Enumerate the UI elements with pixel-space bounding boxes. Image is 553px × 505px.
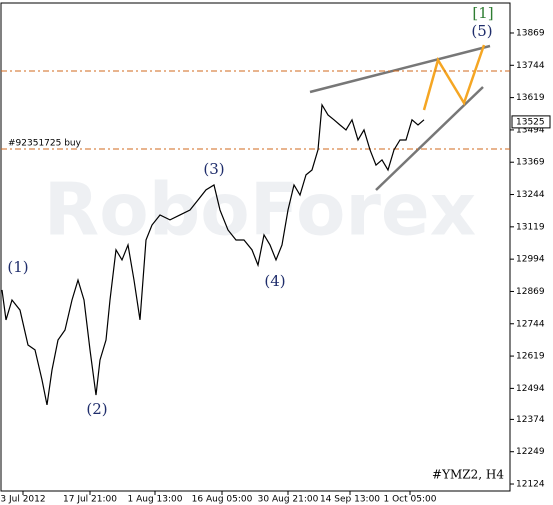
x-tick-label: 14 Sep 13:00 <box>320 495 380 505</box>
x-tick-label: 16 Aug 05:00 <box>192 495 253 505</box>
y-tick-label: 13119 <box>516 222 545 232</box>
y-tick-label: 13244 <box>516 190 545 200</box>
trend-line <box>375 86 484 191</box>
y-tick-label: 13869 <box>516 28 545 38</box>
y-tick-label: 13494 <box>516 125 545 135</box>
y-tick-label: 12744 <box>516 319 545 329</box>
y-tick-label: 12124 <box>516 480 545 490</box>
y-tick-label: 12994 <box>516 255 545 265</box>
wave-label: (4) <box>264 272 285 290</box>
symbol-label: #YMZ2, H4 <box>432 468 504 482</box>
level-label: #92351725 buy <box>8 139 82 149</box>
wave-label: [1] <box>472 4 493 22</box>
trend-line <box>309 44 491 94</box>
x-tick-label: 1 Oct 05:00 <box>384 495 437 505</box>
y-tick-label: 13744 <box>516 61 545 71</box>
wave-label: (3) <box>203 160 224 178</box>
forecast-path <box>422 44 486 111</box>
y-tick-label: 13619 <box>516 93 545 103</box>
y-tick-label: 12494 <box>516 384 545 394</box>
x-tick-label: 17 Jul 21:00 <box>63 495 117 505</box>
current-price: 13525 <box>516 117 545 127</box>
wave-label: (1) <box>7 258 28 276</box>
x-tick-label: 1 Aug 13:00 <box>128 495 183 505</box>
plot-frame <box>0 2 511 492</box>
y-tick-label: 12619 <box>516 352 545 362</box>
price-line <box>1 102 425 406</box>
x-tick-label: 30 Aug 21:00 <box>258 495 319 505</box>
y-tick-label: 12249 <box>516 447 545 457</box>
y-tick-label: 13369 <box>516 158 545 168</box>
price-box <box>511 115 551 129</box>
y-tick-label: 12869 <box>516 287 545 297</box>
x-tick-label: 3 Jul 2012 <box>0 495 45 505</box>
watermark: RoboForex <box>44 168 476 252</box>
wave-label: (2) <box>86 400 107 418</box>
wave-label: (5) <box>471 22 492 40</box>
y-tick-label: 12374 <box>516 415 545 425</box>
